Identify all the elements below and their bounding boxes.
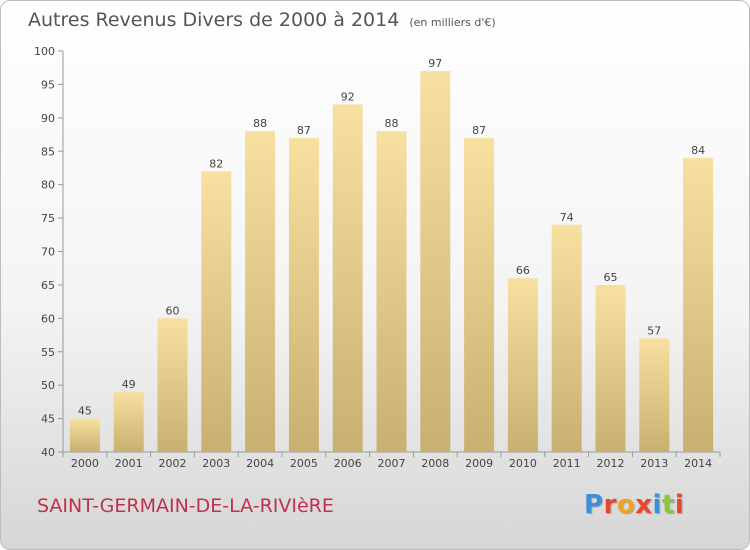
y-tick-label: 70	[41, 246, 55, 259]
logo-letter: o	[616, 490, 636, 520]
bar-value-label: 88	[385, 117, 399, 130]
x-tick-label: 2013	[640, 457, 668, 470]
x-tick-label: 2004	[246, 457, 274, 470]
x-tick-label: 2000	[71, 457, 99, 470]
bar-value-label: 74	[560, 211, 574, 224]
bar	[113, 391, 144, 452]
bar	[464, 137, 495, 452]
y-tick-label: 60	[41, 312, 55, 325]
bar-value-label: 87	[297, 124, 311, 137]
y-tick-label: 100	[34, 45, 55, 58]
commune-name: SAINT-GERMAIN-DE-LA-RIVIèRE	[37, 495, 334, 517]
y-tick-label: 85	[41, 145, 55, 158]
bar	[332, 104, 363, 452]
y-tick-label: 95	[41, 78, 55, 91]
logo-letter: t	[661, 490, 675, 520]
y-tick-label: 80	[41, 179, 55, 192]
bar	[420, 71, 451, 453]
x-tick-label: 2005	[290, 457, 318, 470]
x-tick-label: 2010	[509, 457, 537, 470]
logo-letter: r	[603, 490, 617, 520]
proxiti-logo: Proxiti	[584, 490, 684, 520]
logo-letter: i	[652, 490, 662, 520]
x-tick-label: 2001	[115, 457, 143, 470]
y-tick-label: 55	[41, 346, 55, 359]
x-tick-label: 2011	[553, 457, 581, 470]
x-tick-label: 2008	[421, 457, 449, 470]
bar-value-label: 92	[341, 90, 355, 103]
x-tick-label: 2002	[159, 457, 187, 470]
bar-value-label: 49	[122, 378, 136, 391]
y-tick-label: 75	[41, 212, 55, 225]
bar-value-label: 65	[604, 271, 618, 284]
bar	[157, 318, 188, 452]
y-tick-label: 65	[41, 279, 55, 292]
unit-label: (en milliers d'€)	[409, 16, 496, 29]
bar-value-label: 66	[516, 264, 530, 277]
bar	[595, 284, 626, 452]
bar-value-label: 57	[647, 324, 661, 337]
bar	[551, 224, 582, 452]
logo-letter: x	[635, 490, 653, 520]
bar	[201, 171, 232, 453]
x-tick-label: 2012	[597, 457, 625, 470]
bar-value-label: 87	[472, 124, 486, 137]
logo-letter: P	[584, 490, 604, 520]
x-tick-label: 2009	[465, 457, 493, 470]
bar-value-label: 45	[78, 405, 92, 418]
bar	[507, 278, 538, 452]
bar	[683, 157, 714, 452]
y-tick-label: 40	[41, 446, 55, 459]
bar-value-label: 97	[428, 57, 442, 70]
bar-value-label: 88	[253, 117, 267, 130]
y-tick-label: 45	[41, 413, 55, 426]
bar	[639, 338, 670, 452]
x-tick-label: 2003	[202, 457, 230, 470]
bar	[69, 418, 100, 452]
bar-value-label: 60	[166, 304, 180, 317]
x-tick-label: 2006	[334, 457, 362, 470]
bar-value-label: 84	[691, 144, 705, 157]
bar	[376, 131, 407, 452]
logo-letter: i	[674, 490, 685, 520]
bar	[245, 131, 276, 452]
bar	[288, 137, 319, 452]
x-tick-label: 2007	[378, 457, 406, 470]
title-text: Autres Revenus Divers de 2000 à 2014	[28, 9, 400, 31]
x-tick-label: 2014	[684, 457, 712, 470]
bar-value-label: 82	[209, 157, 223, 170]
y-tick-label: 90	[41, 112, 55, 125]
chart-title: Autres Revenus Divers de 2000 à 2014 (en…	[28, 9, 496, 31]
y-tick-label: 50	[41, 379, 55, 392]
